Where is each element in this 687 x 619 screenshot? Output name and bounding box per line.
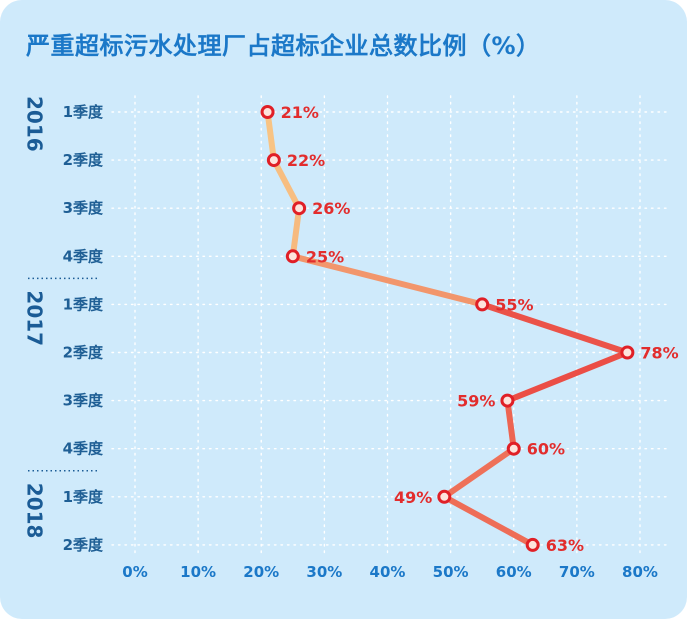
data-label: 59%	[457, 392, 495, 411]
category-label: 1季度	[63, 103, 104, 121]
x-tick-label: 10%	[180, 563, 216, 581]
x-tick-label: 20%	[243, 563, 279, 581]
data-label: 78%	[640, 344, 678, 363]
data-point	[292, 201, 307, 216]
series-line-segment	[479, 301, 631, 356]
data-point	[475, 297, 490, 312]
series-line-segment	[264, 109, 277, 164]
series-line-segment	[504, 397, 517, 452]
data-point	[260, 105, 275, 119]
data-label: 60%	[527, 440, 565, 459]
data-point	[500, 393, 515, 408]
chart-title: 严重超标污水处理厂占超标企业总数比例（%）	[26, 32, 541, 60]
data-point	[437, 489, 452, 504]
data-label: 26%	[312, 199, 350, 218]
data-point	[506, 441, 521, 456]
x-tick-label: 50%	[433, 563, 469, 581]
series-line-segment	[289, 253, 486, 308]
category-label: 2季度	[63, 344, 104, 362]
data-label: 49%	[394, 488, 432, 507]
data-point	[285, 249, 300, 264]
series-line-segment	[441, 445, 517, 500]
year-label: 2017	[23, 290, 47, 346]
category-label: 4季度	[63, 440, 104, 458]
year-label: 2018	[23, 483, 47, 539]
data-label: 22%	[287, 151, 325, 170]
category-label: 2季度	[63, 536, 104, 554]
series-line-segment	[270, 157, 303, 212]
data-label: 21%	[281, 103, 319, 122]
data-point	[266, 153, 281, 168]
series-line-segment	[289, 205, 303, 260]
x-tick-label: 80%	[622, 563, 658, 581]
series-line-segment	[441, 493, 536, 548]
data-point	[620, 345, 635, 360]
x-tick-label: 0%	[122, 563, 147, 581]
data-label: 63%	[546, 536, 584, 555]
category-label: 3季度	[63, 199, 104, 217]
x-tick-label: 40%	[370, 563, 406, 581]
category-label: 2季度	[63, 151, 104, 169]
series-line-segment	[504, 349, 631, 404]
category-label: 3季度	[63, 392, 104, 410]
x-tick-label: 30%	[306, 563, 342, 581]
data-label: 25%	[306, 247, 344, 266]
data-point	[525, 537, 540, 552]
category-label: 1季度	[63, 488, 104, 506]
x-tick-label: 60%	[496, 563, 532, 581]
data-label: 55%	[495, 295, 533, 314]
category-label: 4季度	[63, 247, 104, 265]
x-tick-label: 70%	[559, 563, 595, 581]
category-label: 1季度	[63, 295, 104, 313]
year-label: 2016	[23, 96, 47, 152]
